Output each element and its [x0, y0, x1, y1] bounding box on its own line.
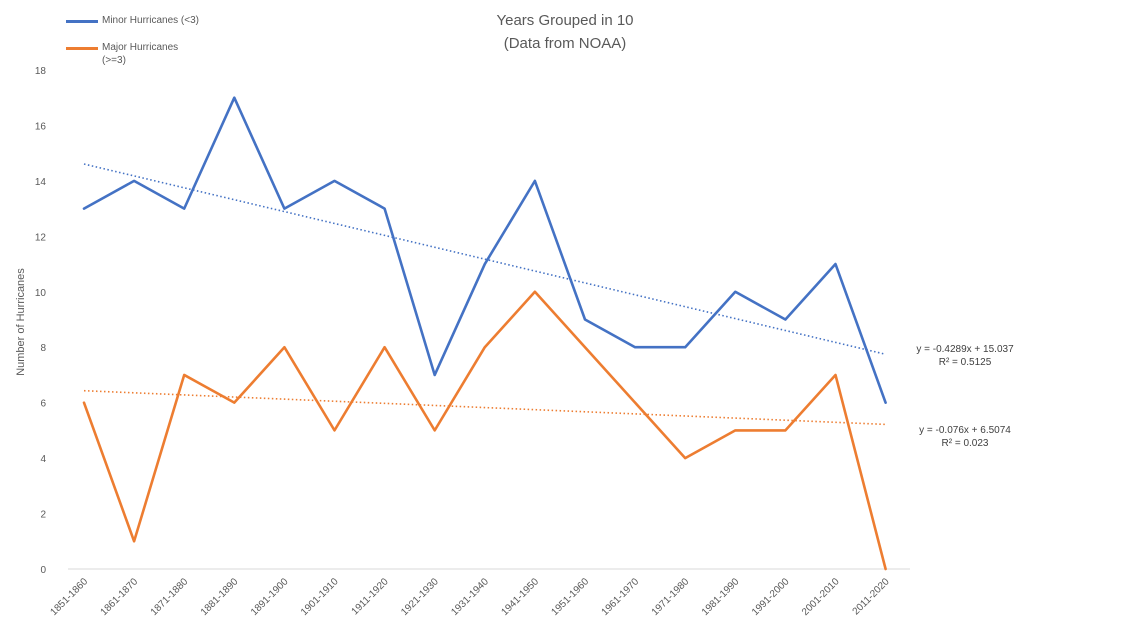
y-tick-label: 6	[40, 399, 46, 410]
y-tick-label: 8	[40, 343, 46, 354]
y-tick-label: 18	[35, 66, 47, 77]
trendline-major	[83, 389, 886, 426]
legend-label-major: Major Hurricanes (>=3)	[102, 41, 232, 67]
series-line-major	[82, 290, 887, 571]
x-tick-label: 1901-1910	[299, 576, 341, 618]
legend-label-major-line1: Major Hurricanes	[102, 42, 179, 53]
y-tick-label: 2	[40, 510, 46, 521]
y-tick-label: 16	[35, 121, 47, 132]
legend: Minor Hurricanes (<3) Major Hurricanes (…	[66, 14, 232, 77]
x-tick-label: 1851-1860	[49, 576, 91, 618]
x-tick-label: 1951-1960	[550, 576, 592, 618]
y-tick-label: 12	[35, 232, 47, 243]
y-tick-label: 14	[35, 177, 47, 188]
legend-swatch-major	[66, 47, 98, 50]
x-tick-label: 1961-1970	[600, 576, 642, 618]
trendlines	[83, 163, 886, 426]
trendline-equation-major-r2: R² = 0.023	[941, 438, 989, 449]
legend-item-minor: Minor Hurricanes (<3)	[66, 14, 232, 27]
x-tick-label: 2001-2010	[800, 576, 842, 618]
trendline-equation-major: y = -0.076x + 6.5074 R² = 0.023	[890, 424, 1040, 450]
trendline-minor	[83, 163, 886, 356]
x-tick-label: 1861-1870	[99, 576, 141, 618]
x-tick-label: 1891-1900	[249, 576, 291, 618]
x-tick-label: 1921-1930	[399, 576, 441, 618]
x-tick-label: 1881-1890	[199, 576, 241, 618]
trendline-equation-minor-r2: R² = 0.5125	[938, 357, 992, 368]
x-tick-label: 1871-1880	[149, 576, 191, 618]
y-tick-label: 4	[40, 454, 46, 465]
chart-subtitle: (Data from NOAA)	[503, 35, 627, 52]
legend-item-major: Major Hurricanes (>=3)	[66, 41, 232, 67]
y-tick-label: 10	[35, 288, 47, 299]
x-tick-label: 1941-1950	[499, 576, 541, 618]
trendline-equation-minor-formula: y = -0.4289x + 15.037	[916, 344, 1014, 355]
x-tick-label: 1931-1940	[449, 576, 491, 618]
x-tick-label: 1971-1980	[650, 576, 692, 618]
x-tick-label: 2011-2020	[851, 576, 892, 617]
trendline-equation-major-formula: y = -0.076x + 6.5074	[919, 425, 1011, 436]
y-tick-label: 0	[40, 565, 46, 576]
trendline-equation-minor: y = -0.4289x + 15.037 R² = 0.5125	[890, 343, 1040, 369]
legend-label-major-line2: (>=3)	[102, 55, 126, 66]
x-tick-labels: 1851-1860 1861-1870 1871-1880 1881-1890 1891…	[49, 576, 892, 618]
y-axis-label: Number of Hurricanes	[15, 268, 27, 376]
x-tick-label: 1911-1920	[350, 576, 391, 617]
chart-title: Years Grouped in 10	[496, 12, 634, 29]
x-tick-label: 1991-2000	[750, 576, 792, 618]
legend-label-minor: Minor Hurricanes (<3)	[102, 15, 199, 26]
series-lines	[82, 96, 887, 571]
series-line-minor	[82, 96, 887, 404]
x-tick-label: 1981-1990	[700, 576, 742, 618]
y-tick-labels: 0 2 4 6 8 10 12 14 16 18	[35, 66, 47, 576]
legend-swatch-minor	[66, 20, 98, 23]
